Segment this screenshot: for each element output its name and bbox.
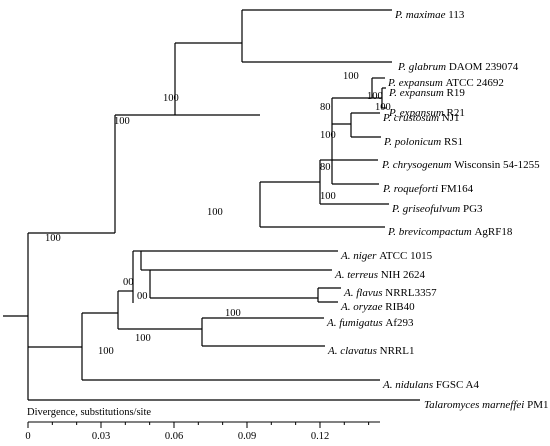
taxon-label: A. fumigatus Af293 [326, 317, 414, 329]
strain-name: NJ1 [439, 112, 459, 124]
strain-name: AgRF18 [472, 226, 513, 238]
axis-title: Divergence, substitutions/site [27, 407, 151, 418]
species-name: P. chrysogenum [381, 159, 452, 171]
species-name: P. griseofulvum [391, 203, 460, 215]
species-name: P. polonicum [383, 136, 441, 148]
strain-name: FM164 [438, 183, 474, 195]
axis-tick-label: 0.12 [311, 431, 329, 441]
strain-name: Wisconsin 54-1255 [451, 159, 540, 171]
bootstrap-value: 100 [367, 91, 383, 102]
species-name: A. oryzae [340, 301, 383, 313]
taxon-label: P. expansum ATCC 24692 [387, 77, 504, 89]
bootstrap-value: 00 [123, 277, 134, 288]
species-name: A. terreus [334, 269, 378, 281]
bootstrap-value: 80 [320, 162, 331, 173]
bootstrap-value: 100 [207, 207, 223, 218]
species-name: A. nidulans [382, 379, 433, 391]
species-name: A. niger [340, 250, 377, 262]
bootstrap-values: 1001001001001008010080100100100001000010… [45, 71, 391, 357]
strain-name: ATCC 24692 [443, 77, 504, 89]
taxon-label: A. oryzae RIB40 [340, 301, 415, 313]
tree-branches [3, 9, 420, 401]
bootstrap-value: 100 [343, 71, 359, 82]
strain-name: R21 [444, 107, 465, 119]
species-name: P. crustosum [382, 112, 439, 124]
bootstrap-value: 100 [135, 333, 151, 344]
bootstrap-value: 100 [163, 93, 179, 104]
strain-name: FGSC A4 [433, 379, 479, 391]
taxon-label: A. niger ATCC 1015 [340, 250, 433, 262]
strain-name: 113 [446, 9, 465, 21]
species-name: A. flavus [343, 287, 383, 299]
taxon-label: P. expansum R19 [388, 87, 465, 99]
strain-name: NRRL3357 [383, 287, 438, 299]
bootstrap-value: 100 [225, 308, 241, 319]
bootstrap-value: 100 [320, 130, 336, 141]
taxon-label: P. roqueforti FM164 [382, 183, 474, 195]
axis-tick-label: 0.06 [165, 431, 183, 441]
strain-name: DAOM 239074 [446, 61, 519, 73]
species-name: P. maximae [394, 9, 446, 21]
strain-name: NRRL1 [377, 345, 415, 357]
species-name: A. clavatus [327, 345, 377, 357]
bootstrap-value: 100 [114, 116, 130, 127]
taxon-label: P. polonicum RS1 [383, 136, 463, 148]
taxon-label: A. terreus NIH 2624 [334, 269, 426, 281]
taxon-label: P. glabrum DAOM 239074 [397, 61, 519, 73]
taxon-label: P. griseofulvum PG3 [391, 203, 483, 215]
taxon-label: P. brevicompactum AgRF18 [387, 226, 513, 238]
bootstrap-value: 100 [45, 233, 61, 244]
taxon-label: P. crustosum NJ1 [382, 112, 460, 124]
divergence-axis: Divergence, substitutions/site 0 0.03 0.06… [25, 407, 380, 442]
strain-name: NIH 2624 [378, 269, 426, 281]
species-name: P. expansum [388, 87, 444, 99]
taxon-label: Talaromyces marneffei PM1 [424, 399, 548, 411]
axis-tick-label: 0.09 [238, 431, 256, 441]
taxon-label: P. chrysogenum Wisconsin 54-1255 [381, 159, 540, 171]
bootstrap-value: 00 [137, 291, 148, 302]
species-name: P. brevicompactum [387, 226, 472, 238]
axis-tick-label: 0.03 [92, 431, 110, 441]
taxon-label: A. flavus NRRL3357 [343, 287, 437, 299]
taxon-label: A. clavatus NRRL1 [327, 345, 414, 357]
bootstrap-value: 100 [375, 102, 391, 113]
strain-name: RIB40 [383, 301, 416, 313]
taxon-label: P. expansum R21 [388, 107, 465, 119]
bootstrap-value: 80 [320, 102, 331, 113]
taxon-label: P. maximae 113 [394, 9, 465, 21]
species-name: P. expansum [388, 107, 444, 119]
strain-name: RS1 [441, 136, 463, 148]
bootstrap-value: 100 [98, 346, 114, 357]
strain-name: ATCC 1015 [376, 250, 432, 262]
species-name: A. fumigatus [326, 317, 383, 329]
taxon-label: A. nidulans FGSC A4 [382, 379, 479, 391]
strain-name: Af293 [383, 317, 414, 329]
species-name: Talaromyces marneffei [424, 399, 524, 411]
strain-name: PM1 [524, 399, 548, 411]
axis-tick-label: 0 [25, 431, 30, 441]
strain-name: PG3 [460, 203, 483, 215]
bootstrap-value: 100 [320, 191, 336, 202]
species-name: P. glabrum [397, 61, 446, 73]
species-name: P. expansum [387, 77, 443, 89]
strain-name: R19 [444, 87, 466, 99]
species-name: P. roqueforti [382, 183, 438, 195]
